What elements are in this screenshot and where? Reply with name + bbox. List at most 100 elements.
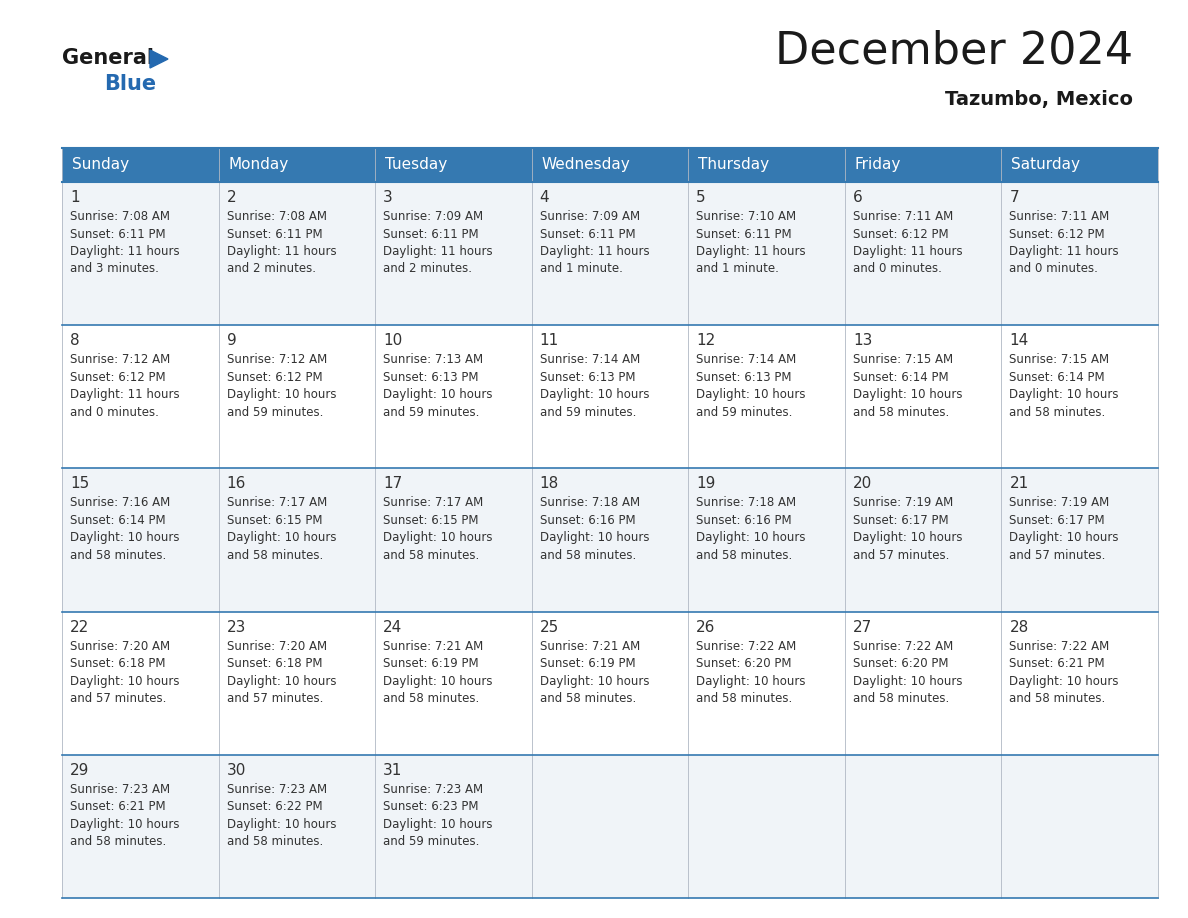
Bar [688, 755, 845, 898]
Bar [62, 182, 219, 325]
Bar [219, 148, 375, 182]
Text: Sunrise: 7:11 AM
Sunset: 6:12 PM
Daylight: 11 hours
and 0 minutes.: Sunrise: 7:11 AM Sunset: 6:12 PM Dayligh… [1010, 210, 1119, 275]
Bar [688, 611, 845, 755]
Bar [219, 325, 375, 468]
Text: 26: 26 [696, 620, 715, 634]
Text: Sunday: Sunday [72, 158, 129, 173]
Bar [62, 148, 219, 182]
Bar [62, 468, 219, 611]
Text: General: General [62, 48, 154, 68]
Bar [62, 755, 219, 898]
Bar [1001, 611, 1158, 755]
Text: Sunrise: 7:12 AM
Sunset: 6:12 PM
Daylight: 11 hours
and 0 minutes.: Sunrise: 7:12 AM Sunset: 6:12 PM Dayligh… [70, 353, 179, 419]
Bar [532, 611, 688, 755]
Text: 18: 18 [539, 476, 560, 491]
Bar [532, 148, 688, 182]
Bar [1001, 148, 1158, 182]
Bar [845, 755, 1001, 898]
Bar [62, 325, 219, 468]
Text: Tuesday: Tuesday [385, 158, 448, 173]
Text: 31: 31 [384, 763, 403, 778]
Text: 20: 20 [853, 476, 872, 491]
Bar [62, 611, 219, 755]
Text: Monday: Monday [228, 158, 289, 173]
Text: Thursday: Thursday [699, 158, 770, 173]
Text: Sunrise: 7:08 AM
Sunset: 6:11 PM
Daylight: 11 hours
and 2 minutes.: Sunrise: 7:08 AM Sunset: 6:11 PM Dayligh… [227, 210, 336, 275]
Bar [1001, 182, 1158, 325]
Text: December 2024: December 2024 [775, 30, 1133, 73]
Text: Sunrise: 7:23 AM
Sunset: 6:23 PM
Daylight: 10 hours
and 59 minutes.: Sunrise: 7:23 AM Sunset: 6:23 PM Dayligh… [384, 783, 493, 848]
Bar [532, 325, 688, 468]
Text: 8: 8 [70, 333, 80, 348]
Text: 6: 6 [853, 190, 862, 205]
Text: Sunrise: 7:18 AM
Sunset: 6:16 PM
Daylight: 10 hours
and 58 minutes.: Sunrise: 7:18 AM Sunset: 6:16 PM Dayligh… [696, 497, 805, 562]
Text: Sunrise: 7:13 AM
Sunset: 6:13 PM
Daylight: 10 hours
and 59 minutes.: Sunrise: 7:13 AM Sunset: 6:13 PM Dayligh… [384, 353, 493, 419]
Text: 27: 27 [853, 620, 872, 634]
Text: Sunrise: 7:22 AM
Sunset: 6:20 PM
Daylight: 10 hours
and 58 minutes.: Sunrise: 7:22 AM Sunset: 6:20 PM Dayligh… [696, 640, 805, 705]
Text: 29: 29 [70, 763, 89, 778]
Text: Sunrise: 7:15 AM
Sunset: 6:14 PM
Daylight: 10 hours
and 58 minutes.: Sunrise: 7:15 AM Sunset: 6:14 PM Dayligh… [1010, 353, 1119, 419]
Bar [532, 468, 688, 611]
Text: Friday: Friday [855, 158, 902, 173]
Text: 12: 12 [696, 333, 715, 348]
Bar [688, 148, 845, 182]
Text: Tazumbo, Mexico: Tazumbo, Mexico [944, 90, 1133, 109]
Bar [375, 755, 532, 898]
Bar [219, 611, 375, 755]
Text: Sunrise: 7:20 AM
Sunset: 6:18 PM
Daylight: 10 hours
and 57 minutes.: Sunrise: 7:20 AM Sunset: 6:18 PM Dayligh… [227, 640, 336, 705]
Text: Sunrise: 7:12 AM
Sunset: 6:12 PM
Daylight: 10 hours
and 59 minutes.: Sunrise: 7:12 AM Sunset: 6:12 PM Dayligh… [227, 353, 336, 419]
Bar [688, 468, 845, 611]
Text: Sunrise: 7:23 AM
Sunset: 6:22 PM
Daylight: 10 hours
and 58 minutes.: Sunrise: 7:23 AM Sunset: 6:22 PM Dayligh… [227, 783, 336, 848]
Text: 25: 25 [539, 620, 560, 634]
Text: Blue: Blue [105, 74, 156, 94]
Text: 4: 4 [539, 190, 549, 205]
Text: 23: 23 [227, 620, 246, 634]
Text: Sunrise: 7:21 AM
Sunset: 6:19 PM
Daylight: 10 hours
and 58 minutes.: Sunrise: 7:21 AM Sunset: 6:19 PM Dayligh… [539, 640, 649, 705]
Text: Saturday: Saturday [1011, 158, 1080, 173]
Text: 22: 22 [70, 620, 89, 634]
Bar [375, 325, 532, 468]
Text: 21: 21 [1010, 476, 1029, 491]
Text: 24: 24 [384, 620, 403, 634]
Bar [532, 755, 688, 898]
Text: 19: 19 [696, 476, 715, 491]
Text: Sunrise: 7:22 AM
Sunset: 6:20 PM
Daylight: 10 hours
and 58 minutes.: Sunrise: 7:22 AM Sunset: 6:20 PM Dayligh… [853, 640, 962, 705]
Text: Sunrise: 7:18 AM
Sunset: 6:16 PM
Daylight: 10 hours
and 58 minutes.: Sunrise: 7:18 AM Sunset: 6:16 PM Dayligh… [539, 497, 649, 562]
Text: Sunrise: 7:23 AM
Sunset: 6:21 PM
Daylight: 10 hours
and 58 minutes.: Sunrise: 7:23 AM Sunset: 6:21 PM Dayligh… [70, 783, 179, 848]
Bar [845, 148, 1001, 182]
Text: Sunrise: 7:09 AM
Sunset: 6:11 PM
Daylight: 11 hours
and 1 minute.: Sunrise: 7:09 AM Sunset: 6:11 PM Dayligh… [539, 210, 650, 275]
Text: 30: 30 [227, 763, 246, 778]
Text: 3: 3 [384, 190, 393, 205]
Bar [1001, 468, 1158, 611]
Bar [219, 182, 375, 325]
Bar [375, 148, 532, 182]
Bar [845, 468, 1001, 611]
Text: Sunrise: 7:14 AM
Sunset: 6:13 PM
Daylight: 10 hours
and 59 minutes.: Sunrise: 7:14 AM Sunset: 6:13 PM Dayligh… [696, 353, 805, 419]
Text: Sunrise: 7:11 AM
Sunset: 6:12 PM
Daylight: 11 hours
and 0 minutes.: Sunrise: 7:11 AM Sunset: 6:12 PM Dayligh… [853, 210, 962, 275]
Text: Sunrise: 7:20 AM
Sunset: 6:18 PM
Daylight: 10 hours
and 57 minutes.: Sunrise: 7:20 AM Sunset: 6:18 PM Dayligh… [70, 640, 179, 705]
Text: Wednesday: Wednesday [542, 158, 631, 173]
Text: 13: 13 [853, 333, 872, 348]
Bar [219, 755, 375, 898]
Bar [219, 468, 375, 611]
Bar [845, 325, 1001, 468]
Text: Sunrise: 7:19 AM
Sunset: 6:17 PM
Daylight: 10 hours
and 57 minutes.: Sunrise: 7:19 AM Sunset: 6:17 PM Dayligh… [1010, 497, 1119, 562]
Text: Sunrise: 7:10 AM
Sunset: 6:11 PM
Daylight: 11 hours
and 1 minute.: Sunrise: 7:10 AM Sunset: 6:11 PM Dayligh… [696, 210, 805, 275]
Bar [845, 182, 1001, 325]
Text: Sunrise: 7:09 AM
Sunset: 6:11 PM
Daylight: 11 hours
and 2 minutes.: Sunrise: 7:09 AM Sunset: 6:11 PM Dayligh… [384, 210, 493, 275]
Text: 5: 5 [696, 190, 706, 205]
Text: Sunrise: 7:19 AM
Sunset: 6:17 PM
Daylight: 10 hours
and 57 minutes.: Sunrise: 7:19 AM Sunset: 6:17 PM Dayligh… [853, 497, 962, 562]
Text: 11: 11 [539, 333, 560, 348]
Text: 7: 7 [1010, 190, 1019, 205]
Text: 10: 10 [384, 333, 403, 348]
Polygon shape [150, 50, 168, 68]
Text: Sunrise: 7:22 AM
Sunset: 6:21 PM
Daylight: 10 hours
and 58 minutes.: Sunrise: 7:22 AM Sunset: 6:21 PM Dayligh… [1010, 640, 1119, 705]
Text: 2: 2 [227, 190, 236, 205]
Text: Sunrise: 7:17 AM
Sunset: 6:15 PM
Daylight: 10 hours
and 58 minutes.: Sunrise: 7:17 AM Sunset: 6:15 PM Dayligh… [227, 497, 336, 562]
Text: 14: 14 [1010, 333, 1029, 348]
Bar [688, 182, 845, 325]
Text: 1: 1 [70, 190, 80, 205]
Bar [845, 611, 1001, 755]
Text: Sunrise: 7:15 AM
Sunset: 6:14 PM
Daylight: 10 hours
and 58 minutes.: Sunrise: 7:15 AM Sunset: 6:14 PM Dayligh… [853, 353, 962, 419]
Text: 15: 15 [70, 476, 89, 491]
